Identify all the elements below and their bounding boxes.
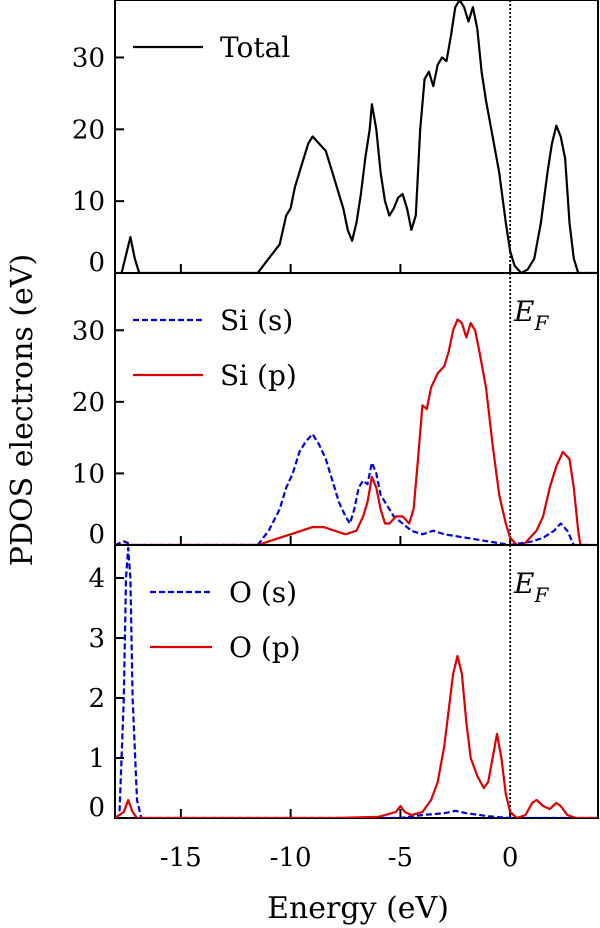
legend-label: O (s) [229,576,297,609]
y-axis-label: PDOS electrons (eV) [5,254,40,566]
series-line-o-s [115,546,598,818]
x-axis: -15 -10 -5 0 [160,843,519,873]
legend-label: Total [220,31,290,64]
panel-3: 0 1 2 3 4 O (s) O (p) EF [88,544,599,823]
fermi-label: EF [513,295,549,335]
panel-frame [114,0,599,274]
y-tick-label: 4 [88,564,105,594]
y-tick-label: 0 [88,248,105,278]
fermi-label-main: E [513,567,534,600]
x-axis-label: Energy (eV) [267,891,449,926]
x-tick-label: -15 [160,843,202,873]
panel-1: 0 10 20 30 Total [72,0,599,278]
x-tick-label: -5 [388,843,413,873]
y-tick-label: 0 [88,520,105,550]
series-line-o-p [115,654,598,818]
fermi-label-sub: F [533,583,549,607]
legend-label: Si (s) [220,304,293,337]
y-tick-label: 1 [88,744,105,774]
legend-label: O (p) [229,631,301,664]
y-tick-label: 2 [88,684,105,714]
y-tick-label: 30 [72,316,105,346]
y-tick-label: 30 [72,43,105,73]
y-tick-label: 0 [88,793,105,823]
series-line-total [115,0,598,273]
y-tick-label: 10 [72,187,105,217]
y-tick-label: 20 [72,115,105,145]
y-tick-label: 20 [72,388,105,418]
x-tick-label: -10 [270,843,312,873]
panel-2: 0 10 20 30 Si (s) Si (p) EF [72,272,599,550]
x-tick-label: 0 [502,843,519,873]
y-tick-label: 10 [72,459,105,489]
fermi-label-sub: F [533,311,549,335]
legend-label: Si (p) [220,359,297,392]
series-line-si-s [115,433,587,545]
y-tick-label: 3 [88,624,105,654]
fermi-label: EF [513,567,549,607]
series-line-si-p [115,318,598,545]
fermi-label-main: E [513,295,534,328]
